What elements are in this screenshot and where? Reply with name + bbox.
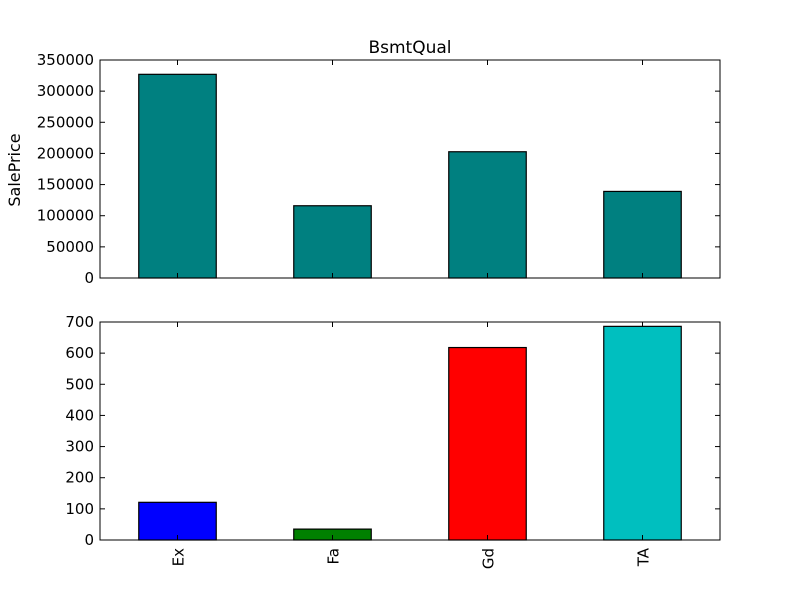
- count-y-tick-label: 200: [65, 469, 94, 487]
- saleprice-axes-frame: [99, 59, 721, 279]
- count-y-tick-label: 700: [65, 313, 94, 331]
- saleprice-bar-gd: [448, 151, 527, 279]
- saleprice-y-tick-label: 300000: [37, 82, 94, 100]
- saleprice-bar-ta: [603, 190, 682, 279]
- count-axes-frame: [99, 321, 721, 541]
- saleprice-y-tick-label: 100000: [37, 207, 94, 225]
- count-y-tick-label: 600: [65, 344, 94, 362]
- x-tick-label-gd: Gd: [480, 548, 498, 569]
- count-y-tick-label: 0: [84, 531, 94, 549]
- saleprice-panel: BsmtQual SalePrice 0 50000 100000 150000 200…: [5, 38, 721, 287]
- x-tick-label-ex: Ex: [170, 548, 188, 566]
- saleprice-y-tick-label: 250000: [37, 113, 94, 131]
- count-bars: [138, 325, 682, 541]
- y-axis-label: SalePrice: [5, 133, 24, 206]
- count-bar-ex: [138, 501, 217, 541]
- chart-title: BsmtQual: [368, 38, 451, 58]
- x-tick-label-ta: TA: [635, 547, 653, 567]
- saleprice-y-tick-label: 200000: [37, 144, 94, 162]
- saleprice-y-tick-label: 350000: [37, 51, 94, 69]
- saleprice-x-ticks: [177, 60, 643, 278]
- count-y-tick-label: 500: [65, 375, 94, 393]
- count-panel: 0 100 200 300 400 500 600 700 Ex Fa Gd TA: [65, 313, 721, 569]
- saleprice-y-tick-label: 150000: [37, 176, 94, 194]
- count-y-tick-label: 300: [65, 438, 94, 456]
- saleprice-bar-ex: [138, 73, 217, 279]
- saleprice-y-tick-label: 50000: [46, 238, 94, 256]
- saleprice-y-tick-label: 0: [84, 269, 94, 287]
- count-bar-ta: [603, 325, 682, 541]
- count-y-ticks: 0 100 200 300 400 500 600 700: [65, 313, 720, 549]
- count-bar-gd: [448, 346, 527, 541]
- count-y-tick-label: 400: [65, 406, 94, 424]
- saleprice-y-ticks: 0 50000 100000 150000 200000 250000 300000 3500…: [37, 51, 720, 287]
- saleprice-bar-fa: [293, 205, 372, 279]
- x-tick-label-fa: Fa: [325, 548, 343, 564]
- count-y-tick-label: 100: [65, 500, 94, 518]
- count-x-ticks: Ex Fa Gd TA: [170, 322, 653, 569]
- saleprice-bars: [138, 73, 682, 279]
